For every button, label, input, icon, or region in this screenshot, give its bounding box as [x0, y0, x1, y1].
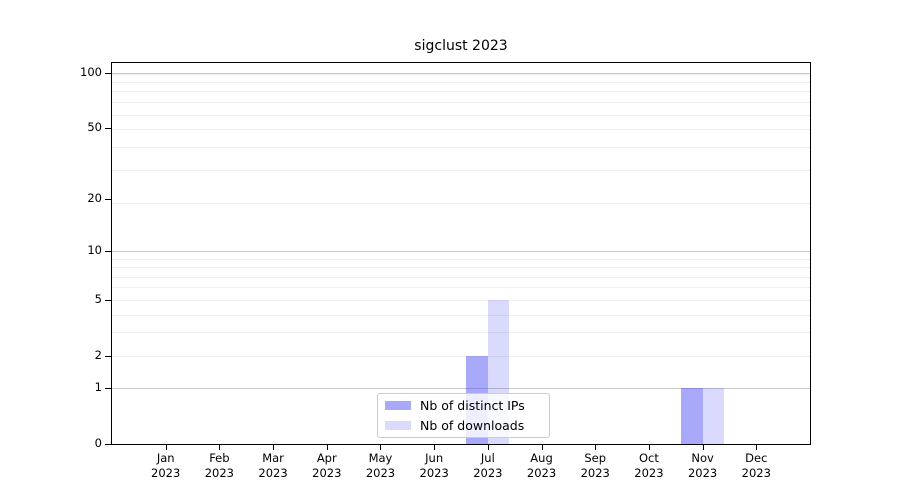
legend-swatch-distinct-ips	[385, 401, 411, 410]
y-minor-gridline	[112, 170, 810, 172]
x-axis-tick-label: Sep 2023	[580, 451, 610, 480]
y-minor-gridline	[112, 129, 810, 131]
y-axis-tick	[105, 251, 111, 253]
bar-distinct-ips	[681, 388, 703, 444]
y-minor-gridline	[112, 299, 810, 301]
legend: Nb of distinct IPs Nb of downloads	[377, 393, 550, 438]
y-axis-tick-label: 1	[94, 380, 102, 395]
y-major-gridline	[112, 251, 810, 253]
x-axis-tick-label: Dec 2023	[741, 451, 771, 480]
x-axis-tick-label: Jul 2023	[473, 451, 503, 480]
y-axis-tick-label: 2	[94, 347, 102, 362]
y-axis-tick-label: 50	[87, 119, 102, 134]
bar-downloads	[702, 388, 725, 444]
x-axis-tick-label: Apr 2023	[312, 451, 342, 480]
y-minor-gridline	[112, 203, 810, 204]
y-minor-gridline	[112, 102, 810, 104]
y-axis-tick	[105, 72, 111, 74]
legend-label-distinct-ips: Nb of distinct IPs	[420, 398, 525, 413]
y-axis-tick-label: 10	[87, 243, 102, 258]
y-axis-tick	[105, 355, 111, 357]
x-axis-tick-label: Feb 2023	[204, 451, 235, 480]
legend-swatch-downloads	[385, 421, 411, 430]
y-minor-gridline	[112, 287, 810, 289]
y-minor-gridline	[112, 258, 810, 260]
x-axis-tick	[702, 445, 704, 450]
y-major-gridline	[112, 72, 810, 74]
x-axis-tick	[434, 445, 436, 450]
y-minor-gridline	[112, 355, 810, 357]
y-minor-gridline	[112, 91, 810, 93]
y-axis-tick	[105, 444, 111, 445]
x-axis-tick-label: Jun 2023	[419, 451, 449, 480]
x-axis-tick-label: Aug 2023	[526, 451, 557, 480]
x-axis-tick	[219, 445, 221, 450]
y-axis-tick-label: 20	[87, 191, 102, 206]
legend-item-distinct-ips: Nb of distinct IPs	[385, 398, 541, 413]
y-minor-gridline	[112, 114, 810, 116]
y-axis-tick-label: 100	[80, 64, 102, 79]
x-axis-tick-label: Jan 2023	[151, 451, 181, 480]
x-axis-tick	[648, 445, 650, 450]
y-axis-tick-label: 5	[94, 291, 102, 306]
x-axis-tick	[380, 445, 382, 450]
x-axis-tick	[165, 445, 167, 450]
y-axis-tick	[105, 299, 111, 301]
y-minor-gridline	[112, 82, 810, 84]
chart-title: sigclust 2023	[414, 38, 508, 54]
x-axis-tick-label: May 2023	[365, 451, 396, 480]
y-axis-tick	[105, 199, 111, 201]
x-axis-tick	[487, 445, 489, 450]
y-minor-gridline	[112, 276, 810, 278]
plot-area	[111, 62, 811, 445]
x-axis-tick-label: Nov 2023	[687, 451, 718, 480]
y-major-gridline	[112, 388, 810, 390]
y-axis-tick	[105, 388, 111, 390]
y-axis-tick	[105, 127, 111, 129]
legend-item-downloads: Nb of downloads	[385, 418, 541, 433]
x-axis-tick	[326, 445, 328, 450]
x-axis-tick	[595, 445, 597, 450]
x-axis-tick-label: Mar 2023	[258, 451, 288, 480]
y-minor-gridline	[112, 314, 810, 316]
y-minor-gridline	[112, 332, 810, 334]
legend-label-downloads: Nb of downloads	[420, 418, 525, 433]
y-minor-gridline	[112, 147, 810, 149]
x-axis-tick-label: Oct 2023	[634, 451, 664, 480]
x-axis-tick	[273, 445, 275, 450]
y-minor-gridline	[112, 73, 810, 75]
x-axis-tick	[756, 445, 758, 450]
y-axis-tick-label: 0	[94, 436, 102, 450]
x-axis-tick	[541, 445, 543, 450]
y-minor-gridline	[112, 267, 810, 269]
